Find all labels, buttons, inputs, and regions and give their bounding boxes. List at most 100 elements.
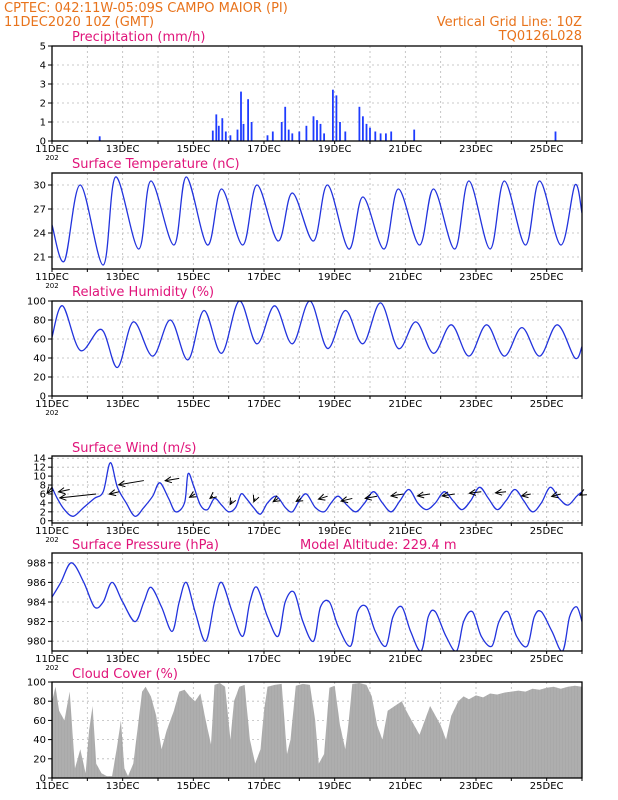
humidity-ytick-label: 60 — [33, 335, 46, 346]
cloud-xtick-label: 25DEC — [530, 781, 564, 792]
wind-vector-head — [58, 493, 67, 501]
pressure-ytick-label: 984 — [27, 598, 46, 609]
wind-vector-head — [229, 497, 237, 506]
precip-bar — [217, 125, 220, 141]
precip-bar — [224, 131, 227, 141]
wind-vector-head — [295, 495, 304, 503]
precip-xtick-label: 15DEC — [176, 144, 210, 155]
wind-vector — [109, 491, 120, 495]
wind-xtick-label: 23DEC — [459, 526, 493, 537]
humidity-xtick-label: 15DEC — [176, 399, 210, 410]
model-altitude-label: Model Altitude: 229.4 m — [300, 538, 457, 553]
precip-bar — [250, 122, 253, 141]
header-station: CPTEC: 042:11W-05:09S CAMPO MAIOR (PI) — [4, 1, 288, 16]
cloud-xtick-label: 15DEC — [176, 781, 210, 792]
wind-xtick-label: 25DEC — [530, 526, 564, 537]
cloud-xtick-label: 11DEC — [35, 781, 69, 792]
wind-vector-head — [46, 486, 54, 495]
precip-bar — [229, 135, 232, 141]
precip-title: Precipitation (mm/h) — [72, 30, 205, 45]
pressure-xtick-label: 19DEC — [318, 654, 352, 665]
wind-ytick-label: 14 — [33, 454, 46, 465]
precip-bar — [554, 131, 557, 141]
precip-bar — [379, 133, 382, 141]
precip-bar — [339, 122, 341, 141]
wind-xtick-label: 17DEC — [247, 526, 281, 537]
humidity-ytick-label: 40 — [33, 354, 46, 365]
precip-xtick-label: 19DEC — [318, 144, 352, 155]
wind-xtick-label: 11DEC — [35, 526, 69, 537]
header-date: 11DEC2020 10Z (GMT) — [4, 15, 154, 30]
wind-vector — [442, 493, 455, 497]
precip-bar — [413, 129, 416, 141]
humidity-ytick-label: 100 — [27, 297, 46, 308]
precip-bar — [236, 129, 239, 141]
cloud-xtick-label: 23DEC — [459, 781, 493, 792]
humidity-xtick-label: 13DEC — [106, 399, 140, 410]
precip-bar — [240, 91, 242, 141]
wind-xtick-label: 15DEC — [176, 526, 210, 537]
wind-vector — [551, 493, 561, 497]
precip-bar — [280, 122, 283, 141]
cloud-ytick-label: 60 — [33, 716, 46, 727]
precip-panel: 0 1 2 3 4 5 11DEC 13DEC 15DEC 17DEC 19DEC 21DEC 23DE… — [35, 42, 583, 162]
wind-ytick-label: 0 — [40, 516, 46, 527]
temperature-ytick-label: 21 — [33, 253, 46, 264]
temperature-xtick-label: 11DEC — [35, 272, 69, 283]
wind-vector — [495, 491, 507, 494]
wind-vector-head — [364, 493, 373, 501]
cloud-ytick-label: 40 — [33, 735, 46, 746]
precip-bar — [247, 99, 249, 141]
humidity-frame — [51, 300, 583, 397]
humidity-xtick-label: 21DEC — [388, 399, 422, 410]
temperature-frame — [51, 172, 583, 270]
wind-vector — [46, 486, 53, 494]
precip-bar — [242, 123, 245, 141]
precip-ytick-label: 2 — [40, 99, 46, 110]
pressure-xtick-label: 11DEC — [35, 654, 69, 665]
humidity-xtick-label: 17DEC — [247, 399, 281, 410]
wind-vector-head — [272, 495, 281, 503]
pressure-ytick-label: 988 — [27, 558, 46, 569]
wind-vector — [59, 493, 97, 499]
precip-bar — [332, 89, 334, 141]
precip-xtick-label: 17DEC — [247, 144, 281, 155]
wind-vector-head — [550, 491, 559, 499]
precip-bar — [98, 136, 101, 142]
precip-ytick-label: 3 — [40, 80, 46, 91]
temperature-series-line — [52, 176, 582, 266]
cloud-xtick-label: 13DEC — [106, 781, 140, 792]
header-model: TQ0126L028 — [498, 29, 582, 44]
wind-xtick-label: 21DEC — [388, 526, 422, 537]
wind-ytick-label: 10 — [33, 472, 46, 483]
wind-vector-head — [441, 491, 450, 499]
precip-bar — [358, 106, 361, 141]
precip-xtick-label: 13DEC — [106, 144, 140, 155]
temperature-xtick-label: 23DEC — [459, 272, 493, 283]
humidity-xtick-label: 11DEC — [35, 399, 69, 410]
wind-vector — [417, 493, 431, 497]
humidity-panel: 0 20 40 60 80 100 11DEC 13DEC 15DEC 17DEC 19DEC 21D… — [27, 297, 583, 417]
precip-xtick-label: 11DEC — [35, 144, 69, 155]
wind-vector — [318, 495, 328, 500]
wind-title: Surface Wind (m/s) — [72, 441, 196, 456]
wind-xtick-label: 19DEC — [318, 526, 352, 537]
cloud-panel: 0 20 40 60 80 100 11DEC 13DEC 15DEC 17DEC 19DEC 21D… — [27, 678, 583, 792]
precip-bar — [369, 127, 371, 141]
pressure-xtick-label: 25DEC — [530, 654, 564, 665]
precip-bar — [221, 118, 224, 141]
wind-vector-head — [57, 487, 66, 495]
pressure-year-label: 202 — [45, 664, 58, 672]
wind-vector — [390, 493, 404, 497]
precip-bar — [215, 114, 218, 141]
precip-ytick-label: 0 — [40, 137, 46, 148]
wind-vector — [165, 477, 180, 482]
wind-frame — [51, 455, 583, 524]
cloud-xtick-label: 17DEC — [247, 781, 281, 792]
wind-vector-head — [188, 491, 197, 498]
wind-vector — [365, 495, 378, 499]
precip-xtick-label: 23DEC — [459, 144, 493, 155]
humidity-xtick-label: 19DEC — [318, 399, 352, 410]
cloud-frame — [51, 681, 583, 779]
precip-ytick-label: 4 — [40, 61, 46, 72]
